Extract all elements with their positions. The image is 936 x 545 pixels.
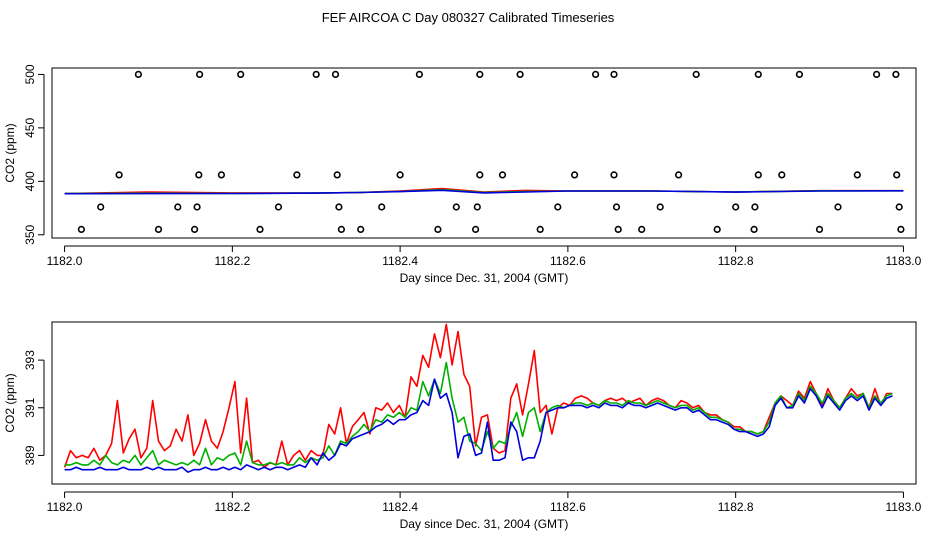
data-point bbox=[610, 70, 618, 78]
x-axis-label: Day since Dec. 31, 2004 (GMT) bbox=[400, 517, 569, 531]
data-point bbox=[554, 203, 562, 211]
data-point bbox=[834, 203, 842, 211]
y-tick-label: 400 bbox=[23, 171, 37, 191]
data-point bbox=[396, 171, 404, 179]
series-line-blue bbox=[64, 378, 893, 473]
data-point bbox=[853, 171, 861, 179]
data-point bbox=[750, 225, 758, 233]
bottom-panel-co2-timeseries: 1182.0 1182.2 1182.4 1182.6 1182.8 1183.0 Day … bbox=[3, 321, 922, 531]
data-point bbox=[638, 225, 646, 233]
x-tick-label: 1182.8 bbox=[718, 254, 754, 268]
data-point bbox=[473, 203, 481, 211]
data-point bbox=[434, 225, 442, 233]
data-point bbox=[476, 171, 484, 179]
x-tick-label: 1182.0 bbox=[47, 254, 83, 268]
figure-title: FEF AIRCOA C Day 080327 Calibrated Times… bbox=[322, 10, 615, 25]
data-point bbox=[570, 171, 579, 179]
data-point bbox=[378, 203, 386, 211]
data-point bbox=[754, 171, 762, 179]
data-point bbox=[674, 171, 683, 179]
x-tick-label: 1182.2 bbox=[214, 254, 250, 268]
data-point bbox=[754, 70, 762, 78]
plot-frame bbox=[51, 67, 917, 239]
data-point bbox=[751, 203, 759, 211]
x-axis-label: Day since Dec. 31, 2004 (GMT) bbox=[400, 271, 569, 285]
data-point bbox=[195, 171, 203, 179]
top-panel-co2-scatter: 1182.0 1182.2 1182.4 1182.6 1182.8 1183.0 Day … bbox=[3, 64, 922, 285]
series-line-blue bbox=[64, 189, 904, 195]
data-point bbox=[415, 70, 424, 78]
data-point bbox=[895, 203, 903, 211]
data-point bbox=[293, 171, 301, 179]
data-point bbox=[476, 70, 484, 78]
y-tick-label: 391 bbox=[23, 397, 37, 417]
data-point bbox=[610, 171, 618, 179]
plot-frame bbox=[51, 321, 917, 485]
data-point bbox=[795, 70, 804, 78]
data-point bbox=[115, 171, 123, 179]
data-point bbox=[536, 225, 544, 233]
y-tick-label: 393 bbox=[23, 350, 37, 370]
x-tick-label: 1182.6 bbox=[550, 500, 586, 514]
y-axis-label: CO2 (ppm) bbox=[3, 123, 17, 182]
data-point bbox=[274, 203, 283, 211]
data-point bbox=[897, 225, 905, 233]
y-axis-label: CO2 (ppm) bbox=[3, 373, 17, 432]
x-tick-label: 1182.4 bbox=[382, 254, 418, 268]
y-tick-label: 500 bbox=[23, 64, 37, 84]
data-point bbox=[656, 203, 664, 211]
data-point bbox=[516, 70, 524, 78]
data-point bbox=[713, 225, 721, 233]
data-point bbox=[692, 70, 700, 78]
x-tick-label: 1182.8 bbox=[718, 500, 754, 514]
data-point bbox=[452, 203, 460, 211]
data-point bbox=[193, 203, 201, 211]
data-point bbox=[312, 70, 320, 78]
data-point bbox=[174, 203, 182, 211]
data-point bbox=[154, 225, 163, 233]
data-point bbox=[591, 70, 600, 78]
data-point bbox=[892, 70, 900, 78]
y-tick-label: 389 bbox=[23, 445, 37, 465]
data-point bbox=[256, 225, 264, 233]
x-tick-label: 1182.2 bbox=[214, 500, 250, 514]
data-point bbox=[331, 70, 340, 78]
y-tick-label: 450 bbox=[23, 118, 37, 138]
data-point bbox=[612, 203, 621, 211]
data-point bbox=[237, 70, 245, 78]
data-point bbox=[472, 225, 480, 233]
data-point bbox=[357, 225, 365, 233]
data-point bbox=[77, 225, 85, 233]
data-point bbox=[196, 70, 204, 78]
x-tick-label: 1183.0 bbox=[886, 254, 922, 268]
data-point bbox=[191, 225, 199, 233]
data-point bbox=[134, 70, 142, 78]
series-line-green bbox=[64, 361, 893, 466]
data-point bbox=[337, 225, 346, 233]
x-tick-label: 1183.0 bbox=[886, 500, 922, 514]
x-tick-label: 1182.6 bbox=[550, 254, 586, 268]
plot-area bbox=[64, 70, 905, 233]
data-point bbox=[732, 203, 740, 211]
x-tick-label: 1182.0 bbox=[47, 500, 83, 514]
data-point bbox=[97, 203, 105, 211]
data-point bbox=[872, 70, 881, 78]
data-point bbox=[815, 225, 824, 233]
data-point bbox=[893, 171, 901, 179]
y-tick-label: 350 bbox=[23, 224, 37, 244]
data-point bbox=[335, 203, 343, 211]
data-point bbox=[498, 171, 507, 179]
data-point bbox=[333, 171, 341, 179]
data-point bbox=[217, 171, 225, 179]
plot-area bbox=[63, 323, 893, 473]
data-point bbox=[778, 171, 786, 179]
data-point bbox=[614, 225, 622, 233]
x-tick-label: 1182.4 bbox=[382, 500, 418, 514]
